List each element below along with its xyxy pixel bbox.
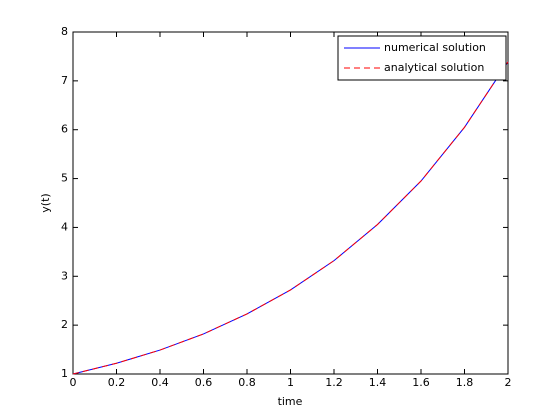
series-line (72, 61, 509, 375)
y-tick-label: 7 (61, 74, 68, 87)
x-tick-label: 1.4 (369, 376, 387, 389)
x-axis-label: time (278, 395, 303, 408)
y-tick-label: 4 (61, 220, 68, 233)
y-tick-label: 1 (61, 367, 68, 380)
x-tick-label: 2 (505, 376, 512, 389)
legend-label: analytical solution (384, 61, 484, 74)
y-tick-label: 3 (61, 269, 68, 282)
x-tick-label: 0.4 (151, 376, 169, 389)
legend-box (337, 35, 507, 81)
x-tick-label: 0 (70, 376, 77, 389)
x-tick-label: 1.6 (412, 376, 430, 389)
x-tick-label: 0.2 (108, 376, 126, 389)
x-tick-label: 1.8 (456, 376, 474, 389)
plot-area (72, 31, 509, 375)
x-tick-label: 0.8 (238, 376, 256, 389)
legend-label: numerical solution (384, 41, 486, 54)
x-tick-label: 1 (287, 376, 294, 389)
y-tick-label: 5 (61, 172, 68, 185)
y-tick-label: 8 (61, 25, 68, 38)
y-axis-label: y(t) (39, 193, 52, 212)
x-tick-label: 0.6 (195, 376, 213, 389)
y-tick-label: 2 (61, 318, 68, 331)
x-tick-label: 1.2 (325, 376, 343, 389)
y-tick-label: 6 (61, 123, 68, 136)
